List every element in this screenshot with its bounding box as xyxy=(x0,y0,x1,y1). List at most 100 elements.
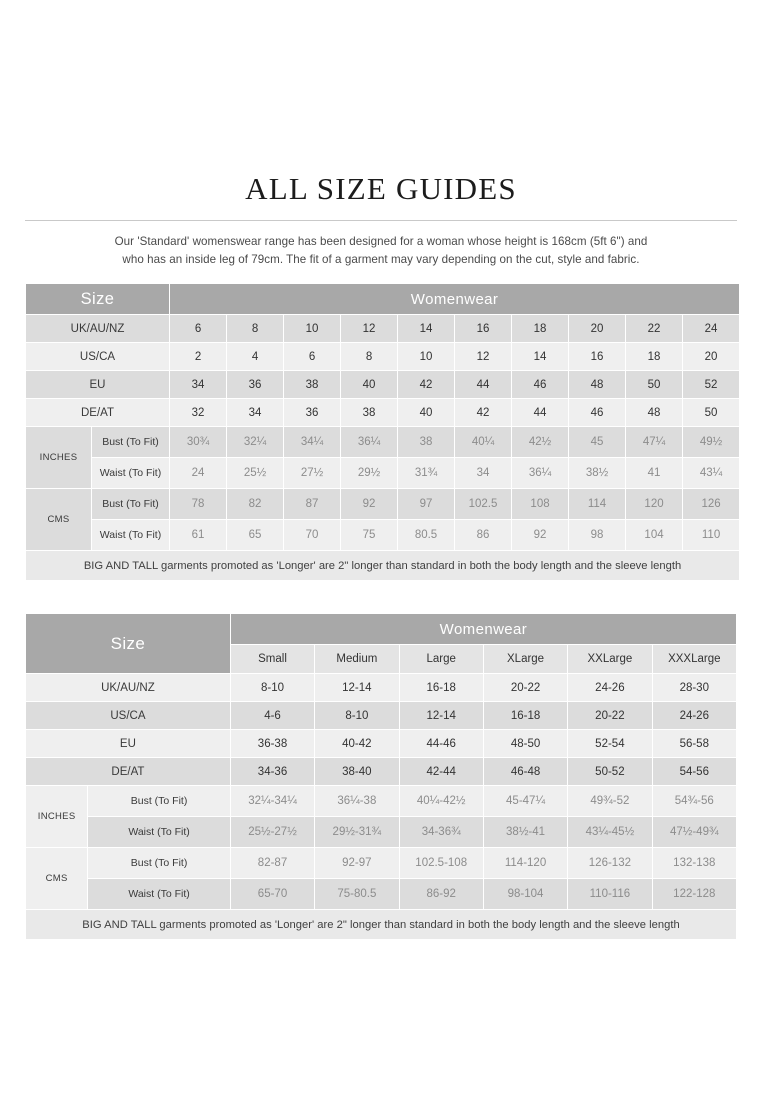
lettered-size-table: Size Womenwear Small Medium Large XLarge… xyxy=(24,613,738,941)
cell: 34 xyxy=(169,370,228,400)
column-header-xxxlarge: XXXLarge xyxy=(651,644,738,675)
page-content: ALL SIZE GUIDES Our 'Standard' womenswea… xyxy=(24,0,741,972)
row-label-us-ca: US/CA xyxy=(25,701,231,731)
table-row: INCHES Bust (To Fit) 32¼-34¼ 36¼-38 40¼-… xyxy=(24,785,738,849)
big-and-tall-note: BIG AND TALL garments promoted as 'Longe… xyxy=(25,909,737,941)
column-header-large: Large xyxy=(398,644,484,675)
cell: 32 xyxy=(169,398,228,428)
cell: 80.5 xyxy=(397,519,456,552)
cell: 12 xyxy=(340,314,399,344)
cell: 24 xyxy=(682,314,741,344)
unit-label-cms: CMS xyxy=(25,488,92,552)
table1-header-row: Size Womenwear xyxy=(24,283,741,316)
cell: 36 xyxy=(283,398,342,428)
cell: 87 xyxy=(283,488,342,521)
cell: 16-18 xyxy=(398,673,484,703)
cell: 46-48 xyxy=(482,757,569,787)
row-label-us-ca: US/CA xyxy=(24,342,171,372)
cell: 48 xyxy=(625,398,684,428)
cell: 46 xyxy=(511,370,570,400)
cell: 114 xyxy=(568,488,627,521)
table-row: DE/AT 32 34 36 38 40 42 44 46 48 50 xyxy=(24,398,741,428)
column-header-xxlarge: XXLarge xyxy=(567,644,653,675)
cell: 56-58 xyxy=(651,729,738,759)
cell: 8 xyxy=(226,314,285,344)
cell: 50 xyxy=(682,398,741,428)
cell: 42 xyxy=(454,398,513,428)
cell: 12-14 xyxy=(398,701,484,731)
cell: 24-26 xyxy=(651,701,738,731)
cell: 65-70 xyxy=(229,878,316,911)
measure-label-bust: Bust (To Fit) xyxy=(87,847,231,880)
cell: 92 xyxy=(340,488,399,521)
cell: 104 xyxy=(625,519,684,552)
cell: 32¼-34¼ xyxy=(229,785,316,818)
row-label-de-at: DE/AT xyxy=(25,757,231,787)
table1-group-header: Womenwear xyxy=(169,283,741,316)
cell: 50-52 xyxy=(567,757,653,787)
cell: 4-6 xyxy=(229,701,316,731)
cell: 20-22 xyxy=(567,701,653,731)
cell: 31¾ xyxy=(397,457,456,490)
cell: 25½-27½ xyxy=(229,816,316,849)
cell: 40 xyxy=(397,398,456,428)
cell: 38-40 xyxy=(314,757,400,787)
table-row: EU 34 36 38 40 42 44 46 48 50 52 xyxy=(24,370,741,400)
cell: 41 xyxy=(625,457,684,490)
column-header-xlarge: XLarge xyxy=(482,644,569,675)
cell: 14 xyxy=(397,314,456,344)
cell: 86 xyxy=(454,519,513,552)
cell: 38½-41 xyxy=(482,816,569,849)
cell: 48-50 xyxy=(482,729,569,759)
cell: 52-54 xyxy=(567,729,653,759)
table-row: CMS Bust (To Fit) 82-87 92-97 102.5-108 … xyxy=(24,847,738,911)
cell: 49½ xyxy=(682,426,741,459)
cell: 40 xyxy=(340,370,399,400)
intro-text: Our 'Standard' womenswear range has been… xyxy=(25,221,737,283)
cell: 132-138 xyxy=(651,847,738,880)
row-label-uk-au-nz: UK/AU/NZ xyxy=(25,673,231,703)
table2-footnote-row: BIG AND TALL garments promoted as 'Longe… xyxy=(25,909,737,941)
cell: 70 xyxy=(283,519,342,552)
measure-label-waist: Waist (To Fit) xyxy=(90,519,171,552)
cell: 43¼ xyxy=(682,457,741,490)
cell: 38 xyxy=(397,426,456,459)
table-row: Waist (To Fit) 61 65 70 75 80.5 86 92 98… xyxy=(26,519,741,552)
measure-label-waist: Waist (To Fit) xyxy=(87,878,231,911)
cell: 44 xyxy=(511,398,570,428)
cell: 44 xyxy=(454,370,513,400)
cell: 38 xyxy=(283,370,342,400)
cell: 8-10 xyxy=(229,673,316,703)
row-label-uk-au-nz: UK/AU/NZ xyxy=(24,314,171,344)
table2-group-header: Womenwear xyxy=(229,613,738,646)
cell: 49¾-52 xyxy=(567,785,653,818)
cell: 36¼ xyxy=(511,457,570,490)
cell: 42-44 xyxy=(398,757,484,787)
table2-size-header: Size xyxy=(25,613,231,675)
cell: 8 xyxy=(340,342,399,372)
cell: 82-87 xyxy=(229,847,316,880)
cell: 34 xyxy=(226,398,285,428)
cell: 16-18 xyxy=(482,701,569,731)
cell: 110-116 xyxy=(567,878,653,911)
cell: 108 xyxy=(511,488,570,521)
measure-label-bust: Bust (To Fit) xyxy=(90,488,171,521)
table-row: US/CA 4-6 8-10 12-14 16-18 20-22 24-26 xyxy=(25,701,738,731)
unit-label-cms: CMS xyxy=(24,847,89,911)
numeric-size-table: Size Womenwear UK/AU/NZ 6 8 10 12 14 16 … xyxy=(24,283,741,582)
cell: 4 xyxy=(226,342,285,372)
cell: 27½ xyxy=(283,457,342,490)
cell: 102.5-108 xyxy=(398,847,484,880)
cell: 43¼-45½ xyxy=(567,816,653,849)
measure-label-bust: Bust (To Fit) xyxy=(87,785,231,818)
measure-label-waist: Waist (To Fit) xyxy=(87,816,231,849)
cell: 36-38 xyxy=(229,729,316,759)
table1-size-header: Size xyxy=(24,283,171,316)
cell: 122-128 xyxy=(651,878,738,911)
table-row: EU 36-38 40-42 44-46 48-50 52-54 56-58 xyxy=(25,729,738,759)
table-row: Waist (To Fit) 65-70 75-80.5 86-92 98-10… xyxy=(26,878,738,911)
cell: 126 xyxy=(682,488,741,521)
cell: 10 xyxy=(283,314,342,344)
cell: 45-47¼ xyxy=(482,785,569,818)
intro-line-2: who has an inside leg of 79cm. The fit o… xyxy=(122,253,640,267)
